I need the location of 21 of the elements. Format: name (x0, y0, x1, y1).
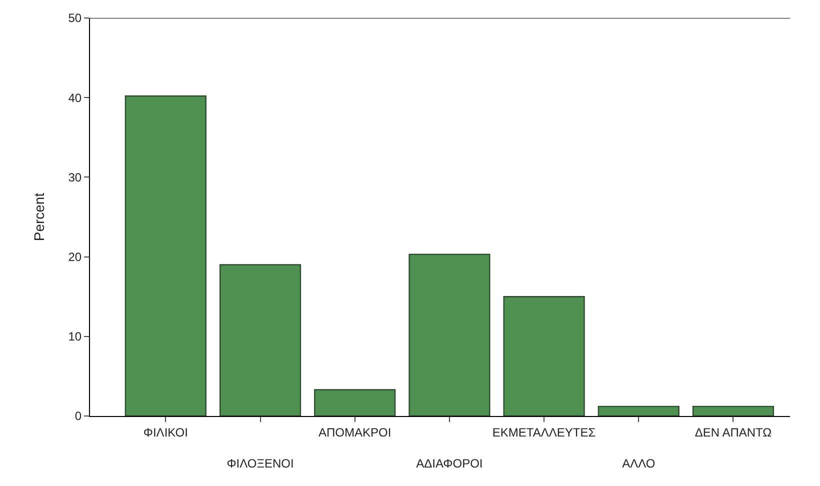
bar (124, 95, 206, 416)
bar (598, 406, 680, 416)
x-tick-label: ΕΚΜΕΤΑΛΛΕΥΤΕΣ (492, 425, 596, 440)
y-tick-label: 50 (68, 11, 82, 26)
x-tick-label: ΦΙΛΙΚΟΙ (143, 425, 188, 440)
bar (314, 389, 396, 416)
x-tick-label: ΔΕΝ ΑΠΑΝΤΩ (694, 425, 772, 440)
bar (692, 406, 774, 416)
x-tick-label: ΦΙΛΟΞΕΝΟΙ (226, 456, 294, 471)
y-tick-label: 20 (68, 250, 82, 264)
bar (503, 296, 585, 416)
x-tick-label: ΑΠΟΜΑΚΡΟΙ (318, 425, 392, 440)
x-tick-label: ΑΛΛΟ (622, 456, 656, 471)
x-tick-label: ΑΔΙΑΦΟΡΟΙ (416, 456, 483, 471)
y-tick-label: 30 (68, 170, 82, 184)
y-tick-label: 40 (68, 90, 82, 105)
bar (408, 254, 490, 416)
bar (219, 264, 302, 416)
y-axis-title: Percent (30, 192, 47, 242)
y-tick-label: 10 (68, 330, 82, 344)
y-tick-label: 0 (74, 409, 82, 424)
